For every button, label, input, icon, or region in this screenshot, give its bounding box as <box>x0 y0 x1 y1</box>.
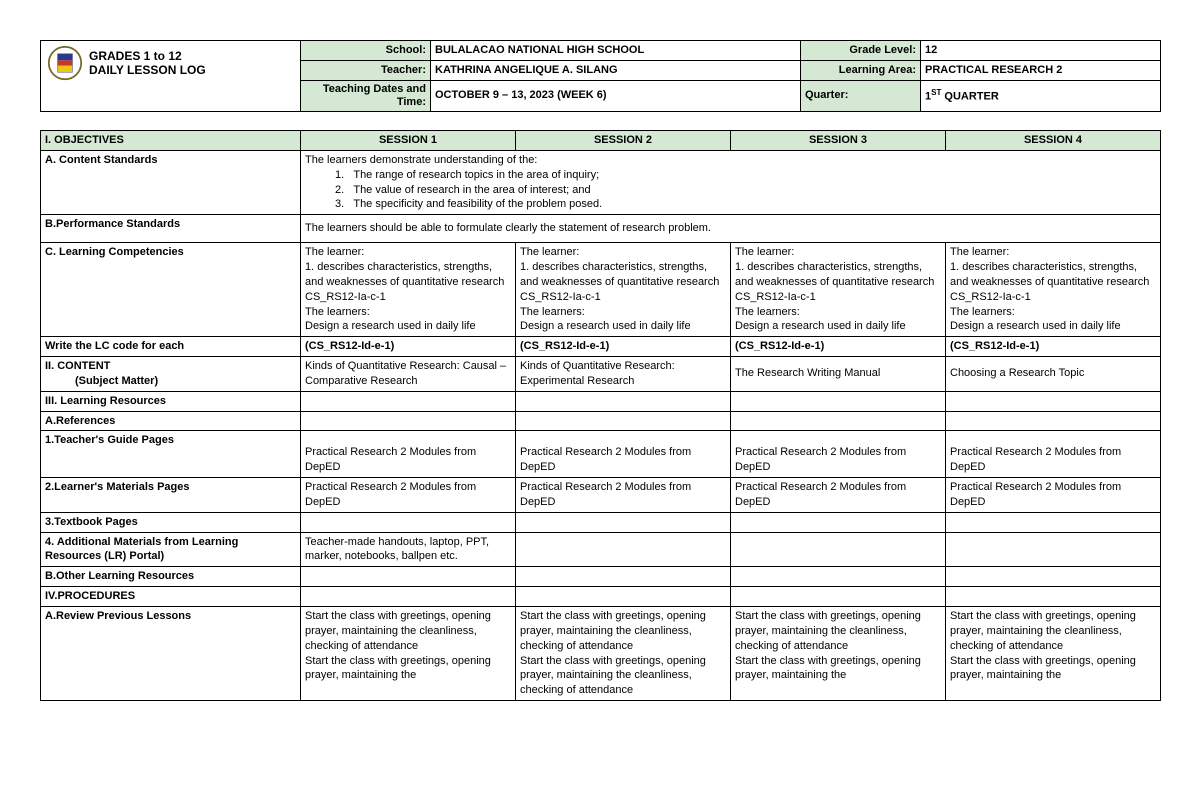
teacher-label: Teacher: <box>301 60 431 80</box>
additional-materials-s3 <box>731 532 946 567</box>
empty-cell <box>301 587 516 607</box>
empty-cell <box>516 587 731 607</box>
additional-materials-s1: Teacher-made handouts, laptop, PPT, mark… <box>301 532 516 567</box>
empty-cell <box>516 512 731 532</box>
empty-cell <box>516 411 731 431</box>
teachers-guide-s1: Practical Research 2 Modules from DepED <box>301 431 516 478</box>
teachers-guide-s4: Practical Research 2 Modules from DepED <box>946 431 1161 478</box>
empty-cell <box>301 391 516 411</box>
teachers-guide-s2: Practical Research 2 Modules from DepED <box>516 431 731 478</box>
session-4-header: SESSION 4 <box>946 131 1161 151</box>
learners-materials-s3: Practical Research 2 Modules from DepED <box>731 478 946 513</box>
additional-materials-s2 <box>516 532 731 567</box>
competencies-s3: The learner: 1. describes characteristic… <box>731 243 946 337</box>
cs-item-2: The value of research in the area of int… <box>353 184 590 196</box>
quarter-sup: ST <box>931 88 941 97</box>
teachers-guide-label: 1.Teacher's Guide Pages <box>41 431 301 478</box>
quarter-label: Quarter: <box>801 80 921 111</box>
learners-materials-s2: Practical Research 2 Modules from DepED <box>516 478 731 513</box>
grades-line2: DAILY LESSON LOG <box>89 63 206 77</box>
empty-cell <box>946 391 1161 411</box>
school-label: School: <box>301 41 431 61</box>
procedures-label: IV.PROCEDURES <box>41 587 301 607</box>
learners-materials-s1: Practical Research 2 Modules from DepED <box>301 478 516 513</box>
learners-materials-s4: Practical Research 2 Modules from DepED <box>946 478 1161 513</box>
empty-cell <box>946 411 1161 431</box>
grade-level-label: Grade Level: <box>801 41 921 61</box>
references-label: A.References <box>41 411 301 431</box>
competencies-s4: The learner: 1. describes characteristic… <box>946 243 1161 337</box>
lc-code-label: Write the LC code for each <box>41 337 301 357</box>
content-standards-item: 3. The specificity and feasibility of th… <box>335 197 1156 212</box>
content-label-2: (Subject Matter) <box>45 374 296 389</box>
teacher-value: KATHRINA ANGELIQUE A. SILANG <box>431 60 801 80</box>
header-table: GRADES 1 to 12 DAILY LESSON LOG School: … <box>40 40 1161 112</box>
session-1-header: SESSION 1 <box>301 131 516 151</box>
empty-cell <box>946 567 1161 587</box>
cs-item-1: The range of research topics in the area… <box>353 169 599 181</box>
lesson-table: I. OBJECTIVES SESSION 1 SESSION 2 SESSIO… <box>40 130 1161 701</box>
teachers-guide-s3: Practical Research 2 Modules from DepED <box>731 431 946 478</box>
lc-code-s2: (CS_RS12-Id-e-1) <box>516 337 731 357</box>
performance-label: B.Performance Standards <box>41 215 301 243</box>
learning-area-label: Learning Area: <box>801 60 921 80</box>
content-standards-label: A. Content Standards <box>41 150 301 214</box>
content-s3: The Research Writing Manual <box>731 357 946 392</box>
lc-code-s4: (CS_RS12-Id-e-1) <box>946 337 1161 357</box>
review-s2: Start the class with greetings, opening … <box>516 607 731 701</box>
content-standards-cell: The learners demonstrate understanding o… <box>301 150 1161 214</box>
deped-logo-icon <box>47 45 83 81</box>
learners-materials-label: 2.Learner's Materials Pages <box>41 478 301 513</box>
empty-cell <box>301 512 516 532</box>
empty-cell <box>301 567 516 587</box>
empty-cell <box>946 512 1161 532</box>
session-3-header: SESSION 3 <box>731 131 946 151</box>
content-label-1: II. CONTENT <box>45 359 296 374</box>
additional-materials-s4 <box>946 532 1161 567</box>
logo-cell: GRADES 1 to 12 DAILY LESSON LOG <box>41 41 301 112</box>
review-s3: Start the class with greetings, opening … <box>731 607 946 701</box>
content-label: II. CONTENT (Subject Matter) <box>41 357 301 392</box>
grades-title: GRADES 1 to 12 DAILY LESSON LOG <box>89 49 206 78</box>
content-s2: Kinds of Quantitative Research: Experime… <box>516 357 731 392</box>
grades-line1: GRADES 1 to 12 <box>89 49 206 63</box>
empty-cell <box>731 512 946 532</box>
content-s1: Kinds of Quantitative Research: Causal –… <box>301 357 516 392</box>
empty-cell <box>516 567 731 587</box>
empty-cell <box>731 411 946 431</box>
quarter-value: 1ST QUARTER <box>921 80 1161 111</box>
review-s1: Start the class with greetings, opening … <box>301 607 516 701</box>
content-standards-intro: The learners demonstrate understanding o… <box>305 153 1156 168</box>
learning-area-value: PRACTICAL RESEARCH 2 <box>921 60 1161 80</box>
objectives-header: I. OBJECTIVES <box>41 131 301 151</box>
competencies-s2: The learner: 1. describes characteristic… <box>516 243 731 337</box>
empty-cell <box>731 587 946 607</box>
performance-text: The learners should be able to formulate… <box>301 215 1161 243</box>
content-standards-item: 2. The value of research in the area of … <box>335 183 1156 198</box>
empty-cell <box>301 411 516 431</box>
review-label: A.Review Previous Lessons <box>41 607 301 701</box>
empty-cell <box>731 391 946 411</box>
school-value: BULALACAO NATIONAL HIGH SCHOOL <box>431 41 801 61</box>
lc-code-s1: (CS_RS12-Id-e-1) <box>301 337 516 357</box>
session-2-header: SESSION 2 <box>516 131 731 151</box>
dates-value: OCTOBER 9 – 13, 2023 (WEEK 6) <box>431 80 801 111</box>
empty-cell <box>516 391 731 411</box>
dates-label: Teaching Dates and Time: <box>301 80 431 111</box>
textbook-label: 3.Textbook Pages <box>41 512 301 532</box>
cs-item-3: The specificity and feasibility of the p… <box>353 198 602 210</box>
quarter-post: QUARTER <box>941 90 998 102</box>
other-resources-label: B.Other Learning Resources <box>41 567 301 587</box>
competencies-s1: The learner: 1. describes characteristic… <box>301 243 516 337</box>
resources-label: III. Learning Resources <box>41 391 301 411</box>
empty-cell <box>946 587 1161 607</box>
lc-code-s3: (CS_RS12-Id-e-1) <box>731 337 946 357</box>
content-s4: Choosing a Research Topic <box>946 357 1161 392</box>
grade-level-value: 12 <box>921 41 1161 61</box>
competencies-label: C. Learning Competencies <box>41 243 301 337</box>
content-standards-item: 1. The range of research topics in the a… <box>335 168 1156 183</box>
review-s4: Start the class with greetings, opening … <box>946 607 1161 701</box>
empty-cell <box>731 567 946 587</box>
additional-materials-label: 4. Additional Materials from Learning Re… <box>41 532 301 567</box>
